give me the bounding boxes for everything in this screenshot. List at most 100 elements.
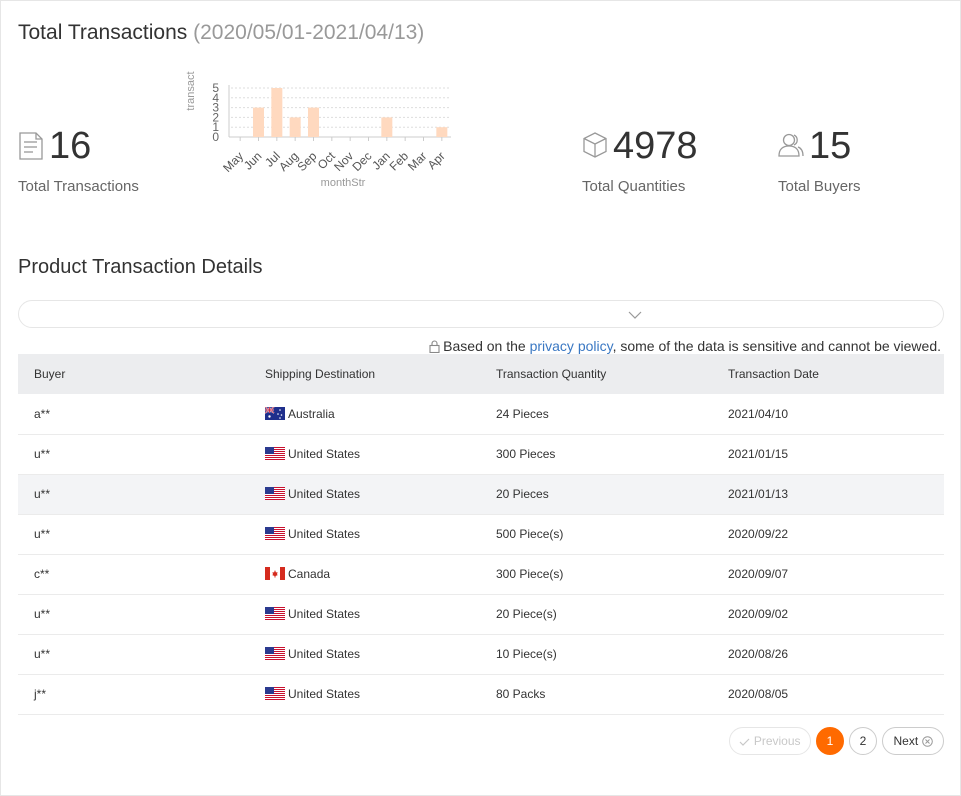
table-row: u** United States 20 Pieces 2021/01/13	[18, 474, 944, 514]
date-cell: 2021/04/10	[728, 406, 789, 421]
us-flag-icon	[265, 447, 288, 461]
buyer-cell: u**	[34, 487, 51, 501]
x-tick-label: Jun	[241, 149, 265, 173]
quantity-cell: 20 Piece(s)	[496, 607, 557, 621]
quantity-cell: 300 Pieces	[496, 447, 556, 461]
table-row: u** United States 10 Piece(s) 2020/08/26	[18, 634, 944, 674]
monthly-transactions-chart: 012345MayJunJulAugSepOctNovDecJanFebMarA…	[185, 71, 451, 189]
destination-cell: United States	[249, 674, 480, 714]
destination-cell: United States	[249, 474, 480, 514]
date-cell: 2020/08/05	[728, 687, 789, 701]
column-header-destination: Shipping Destination	[265, 367, 376, 381]
column-header-quantity: Transaction Quantity	[496, 367, 607, 381]
close-circle-icon	[921, 736, 933, 747]
destination-cell: Canada	[249, 554, 480, 594]
date-cell: 2020/09/02	[728, 607, 789, 621]
table-row: a** Australia 24 Pieces 2021/04/10	[18, 394, 944, 434]
column-header-buyer: Buyer	[34, 367, 66, 381]
destination-cell: Australia	[249, 394, 480, 434]
table-row: u** United States 20 Piece(s) 2020/09/02	[18, 594, 944, 634]
bar	[271, 88, 283, 137]
column-header-date: Transaction Date	[728, 367, 819, 381]
filter-collapse-toggle[interactable]	[18, 300, 944, 328]
buyer-cell: u**	[34, 447, 51, 461]
y-tick-label: 0	[212, 130, 219, 144]
previous-page-button[interactable]: Previous	[729, 727, 811, 755]
us-flag-icon	[265, 607, 288, 621]
stat-value: 15	[809, 125, 852, 167]
page-title: Total Transactions (2020/05/01-2021/04/1…	[18, 21, 425, 44]
document-icon	[18, 132, 44, 165]
us-flag-icon	[265, 487, 288, 501]
us-flag-icon	[265, 647, 288, 661]
destination-cell: United States	[249, 634, 480, 674]
us-flag-icon	[265, 687, 288, 701]
transactions-table: Buyer Shipping Destination Transaction Q…	[18, 354, 944, 715]
destination-cell: United States	[249, 594, 480, 634]
country-name: Australia	[288, 406, 335, 421]
y-tick-label: 3	[212, 101, 219, 115]
date-cell: 2021/01/13	[728, 487, 789, 501]
country-name: United States	[288, 687, 361, 701]
quantity-cell: 10 Piece(s)	[496, 647, 557, 661]
country-name: United States	[288, 527, 361, 541]
stat-label: Total Transactions	[18, 178, 139, 195]
bar	[289, 117, 301, 137]
lock-icon	[429, 340, 440, 356]
ca-flag-icon	[265, 567, 288, 581]
privacy-notice: Based on the privacy policy, some of the…	[429, 338, 941, 356]
stat-label: Total Buyers	[778, 178, 861, 195]
table-row: u** United States 500 Piece(s) 2020/09/22	[18, 514, 944, 554]
destination-cell: United States	[249, 434, 480, 474]
privacy-policy-link[interactable]: privacy policy	[529, 338, 613, 354]
buyer-cell: u**	[34, 527, 51, 541]
quantity-cell: 300 Piece(s)	[496, 567, 564, 581]
bar	[253, 107, 264, 137]
y-tick-label: 2	[212, 110, 219, 124]
bar	[308, 107, 319, 137]
page-button-1[interactable]: 1	[816, 727, 844, 755]
quantity-cell: 500 Piece(s)	[496, 527, 564, 541]
next-page-button[interactable]: Next	[882, 727, 944, 755]
quantity-cell: 80 Packs	[496, 687, 546, 701]
y-tick-label: 1	[212, 120, 219, 134]
date-cell: 2021/01/15	[728, 447, 789, 461]
country-name: United States	[288, 647, 361, 661]
quantity-cell: 20 Pieces	[496, 487, 549, 501]
country-name: United States	[288, 447, 361, 461]
check-icon	[740, 738, 750, 746]
country-name: United States	[288, 487, 361, 501]
buyer-cell: j**	[34, 687, 47, 701]
date-cell: 2020/08/26	[728, 647, 789, 661]
chevron-down-icon	[628, 307, 642, 325]
table-row: j** United States 80 Packs 2020/08/05	[18, 674, 944, 714]
buyer-cell: u**	[34, 607, 51, 621]
stat-value: 16	[49, 125, 92, 167]
page-button-2[interactable]: 2	[849, 727, 877, 755]
us-flag-icon	[265, 527, 288, 541]
users-icon	[778, 132, 804, 163]
bar	[381, 117, 393, 137]
buyer-cell: c**	[34, 567, 50, 581]
buyer-cell: a**	[34, 406, 51, 421]
y-tick-label: 5	[212, 81, 219, 95]
quantity-cell: 24 Pieces	[496, 406, 549, 421]
table-row: u** United States 300 Pieces 2021/01/15	[18, 434, 944, 474]
country-name: Canada	[288, 567, 331, 581]
destination-cell: United States	[249, 514, 480, 554]
buyer-cell: u**	[34, 647, 51, 661]
bar	[436, 127, 448, 137]
date-cell: 2020/09/22	[728, 527, 789, 541]
section-title: Product Transaction Details	[18, 256, 263, 278]
table-header-row: Buyer Shipping Destination Transaction Q…	[18, 354, 944, 394]
stat-label: Total Quantities	[582, 178, 686, 195]
x-tick-label: Apr	[425, 149, 448, 172]
x-axis-label: monthStr	[321, 177, 366, 189]
date-range: (2020/05/01-2021/04/13)	[193, 21, 425, 44]
stat-value: 4978	[613, 125, 698, 167]
date-cell: 2020/09/07	[728, 567, 789, 581]
table-row: c** Canada 300 Piece(s) 2020/09/07	[18, 554, 944, 594]
y-tick-label: 4	[212, 91, 219, 105]
y-axis-label: transact	[185, 71, 197, 110]
